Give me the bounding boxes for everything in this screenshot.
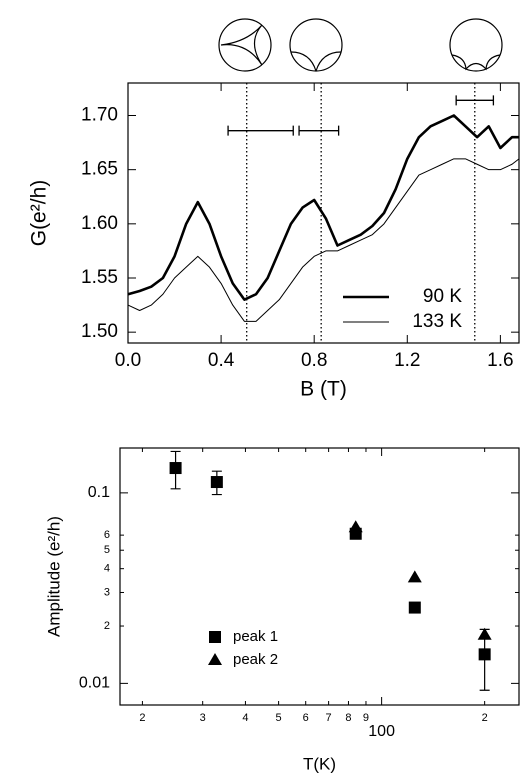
x-tick-label: 7 — [326, 712, 332, 724]
x-tick-label: 1.2 — [394, 350, 420, 371]
icon-deltoid — [220, 24, 263, 66]
y-tick-label: 4 — [104, 563, 110, 575]
legend-label: peak 1 — [233, 628, 278, 645]
chart: 0.0 0.4 0.8 1.2 1.6 1.50 1.55 1.60 1.65 1.70 B (T)… — [28, 82, 520, 401]
marker-square — [408, 601, 421, 614]
x-tick-label: 5 — [276, 712, 282, 724]
x-tick-label: 1.6 — [487, 350, 513, 371]
fermi-surface-icons — [218, 18, 503, 72]
x-tick-label: 0.8 — [301, 350, 327, 371]
legend: peak 1 peak 2 — [208, 628, 278, 668]
y-tick-label: 1.50 — [81, 321, 118, 342]
x-tick-label: 4 — [242, 712, 248, 724]
y-tick-label: 1.55 — [81, 267, 118, 288]
x-axis-title: B (T) — [300, 378, 347, 401]
y-axis-title: Amplitude (e²/h) — [44, 516, 63, 637]
y-tick-label: 1.60 — [81, 213, 118, 234]
plot-frame — [127, 82, 520, 344]
data-line — [127, 158, 520, 322]
icon-circle — [218, 18, 272, 72]
icon-circle — [289, 18, 343, 72]
icon-arcs — [451, 54, 501, 71]
y-tick-label: 2 — [104, 620, 110, 632]
icon-circle — [449, 18, 503, 72]
marker-triangle — [477, 627, 492, 640]
y-tick-label: 6 — [104, 529, 110, 541]
field-error-bar — [227, 125, 294, 136]
x-tick-label: 9 — [363, 712, 369, 724]
x-tick-label: 0.4 — [208, 350, 235, 371]
legend-label: 90 K — [423, 286, 462, 307]
legend: 90 K 133 K — [343, 286, 462, 332]
field-error-bar — [298, 125, 340, 136]
icon-arcs — [290, 51, 342, 72]
marker-square — [478, 648, 491, 661]
y-tick-label: 0.1 — [88, 484, 110, 501]
x-tick-label: 8 — [345, 712, 351, 724]
legend-label: 133 K — [412, 311, 462, 332]
y-tick-label: 3 — [104, 586, 110, 598]
data-line — [127, 114, 519, 301]
marker-triangle — [208, 653, 222, 665]
y-tick-label: 5 — [104, 544, 110, 556]
marker-triangle — [407, 570, 422, 583]
y-tick-label: 0.01 — [79, 675, 110, 692]
y-tick-label: 1.65 — [81, 159, 118, 180]
y-tick-label: 1.70 — [81, 105, 118, 126]
marker-square — [169, 462, 182, 475]
x-tick-label: 2 — [139, 712, 145, 724]
x-axis-title: T(K) — [303, 754, 336, 773]
field-error-bar — [455, 95, 495, 106]
legend-label: peak 2 — [233, 651, 278, 668]
plot-frame — [119, 447, 520, 706]
y-axis-title: G(e²/h) — [28, 180, 51, 247]
x-tick-label: 3 — [200, 712, 206, 724]
marker-triangle — [348, 520, 363, 533]
x-tick-label: 0.0 — [115, 350, 141, 371]
marker-square — [210, 476, 223, 489]
x-tick-label: 2 — [482, 712, 488, 724]
marker-square — [209, 631, 221, 643]
x-tick-label: 100 — [368, 723, 395, 740]
x-tick-label: 6 — [303, 712, 309, 724]
